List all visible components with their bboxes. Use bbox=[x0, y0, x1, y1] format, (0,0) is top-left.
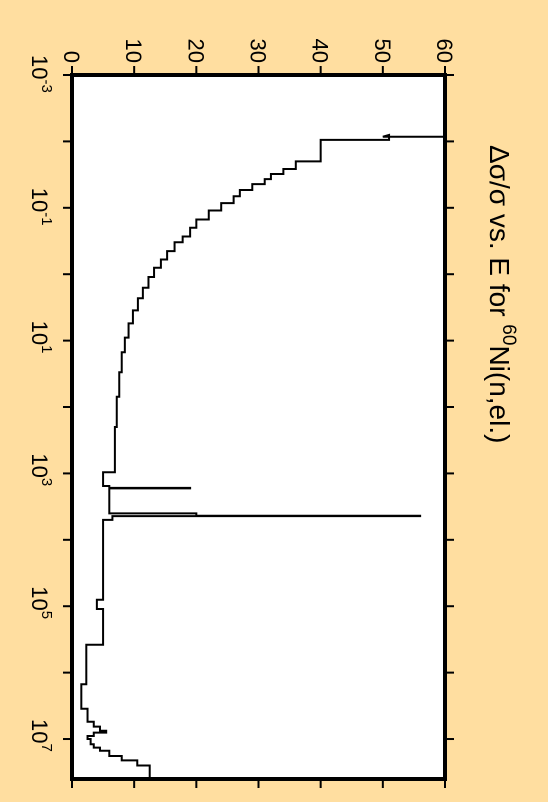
x-tick-base: 10 bbox=[27, 453, 52, 477]
y-tick-label: 30 bbox=[246, 39, 271, 63]
x-tick-base: 10 bbox=[27, 586, 52, 610]
x-tick-label: 105 bbox=[27, 586, 55, 619]
axis-ticks bbox=[63, 66, 454, 788]
x-tick-exponent: 3 bbox=[38, 478, 55, 486]
x-tick-exponent: 5 bbox=[38, 611, 55, 619]
title-prefix: Δσ/σ vs. E for bbox=[484, 145, 515, 324]
chart-title: Δσ/σ vs. E for 60Ni(n,el.) bbox=[484, 145, 519, 443]
y-tick-label: 60 bbox=[432, 39, 457, 63]
x-tick-label: 10-1 bbox=[27, 188, 55, 226]
plot-area bbox=[70, 73, 447, 781]
y-tick-label: 0 bbox=[59, 51, 84, 63]
title-suffix: Ni(n,el.) bbox=[484, 345, 515, 443]
x-tick-base: 10 bbox=[27, 719, 52, 743]
title-isotope-mass: 60 bbox=[498, 324, 519, 345]
y-tick-label: 50 bbox=[370, 39, 395, 63]
x-tick-exponent: 7 bbox=[38, 744, 55, 752]
x-tick-exponent: -1 bbox=[38, 212, 55, 225]
y-tick-label: 10 bbox=[121, 39, 146, 63]
x-tick-label: 103 bbox=[27, 453, 55, 486]
x-tick-base: 10 bbox=[27, 55, 52, 79]
series-line bbox=[80, 75, 446, 779]
x-tick-label: 10-3 bbox=[27, 55, 55, 93]
y-tick-label: 40 bbox=[308, 39, 333, 63]
x-tick-exponent: -3 bbox=[38, 79, 55, 92]
x-tick-base: 10 bbox=[27, 188, 52, 212]
x-tick-label: 101 bbox=[27, 321, 55, 354]
x-tick-label: 107 bbox=[27, 719, 55, 752]
y-tick-label: 20 bbox=[183, 39, 208, 63]
x-tick-base: 10 bbox=[27, 321, 52, 345]
x-tick-exponent: 1 bbox=[38, 345, 55, 353]
